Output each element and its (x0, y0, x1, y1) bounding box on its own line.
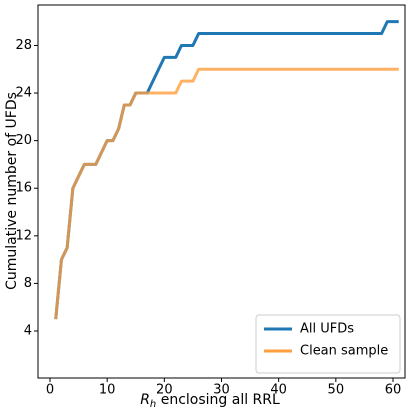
x-label-main: R (140, 392, 150, 408)
x-tick-label: 50 (328, 383, 345, 398)
plot-frame (37, 4, 406, 379)
y-tick-label: 20 (15, 133, 32, 148)
x-tick-label: 20 (156, 383, 173, 398)
x-label-sub: h (150, 399, 156, 410)
series-line (54, 67, 399, 320)
legend-label: Clean sample (300, 344, 388, 359)
legend-label: All UFDs (300, 322, 354, 337)
y-tick-label: 8 (24, 276, 32, 291)
y-tick-label: 16 (15, 181, 32, 196)
x-tick-label: 40 (270, 383, 287, 398)
y-tick-label: 4 (24, 324, 32, 339)
y-tick-label: 24 (15, 86, 32, 101)
x-tick-label: 0 (46, 383, 54, 398)
series-line (54, 20, 399, 320)
y-tick-label: 28 (15, 38, 32, 53)
y-tick-label: 12 (15, 228, 32, 243)
x-tick-label: 60 (385, 383, 402, 398)
x-tick-label: 30 (213, 383, 230, 398)
x-axis-label: Rh enclosing all RRL (140, 392, 280, 410)
x-tick-label: 10 (99, 383, 116, 398)
legend: All UFDs Clean sample (255, 314, 401, 374)
x-label-rest: enclosing all RRL (156, 392, 280, 408)
y-axis-label: Cumulative number of UFDs (4, 92, 20, 290)
